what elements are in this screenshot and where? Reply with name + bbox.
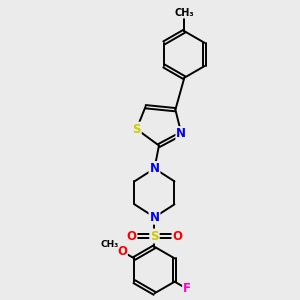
- Text: S: S: [150, 230, 159, 242]
- Text: N: N: [149, 211, 160, 224]
- Text: S: S: [132, 123, 141, 136]
- Text: CH₃: CH₃: [175, 8, 194, 18]
- Text: O: O: [127, 230, 136, 242]
- Text: F: F: [183, 282, 191, 296]
- Text: O: O: [172, 230, 182, 242]
- Text: O: O: [117, 245, 127, 258]
- Text: N: N: [149, 162, 160, 175]
- Text: CH₃: CH₃: [100, 240, 118, 249]
- Text: N: N: [176, 127, 186, 140]
